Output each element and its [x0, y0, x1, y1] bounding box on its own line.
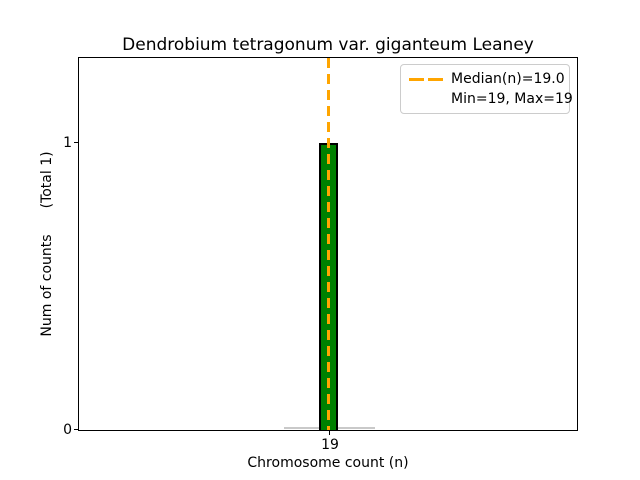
- legend-median-label: Median(n)=19.0: [451, 71, 565, 87]
- plot-area: Median(n)=19.0 Min=19, Max=19: [78, 57, 578, 431]
- xtick-label-19: 19: [321, 437, 339, 453]
- ytick-label-0: 0: [63, 422, 72, 438]
- ytick-label-1: 1: [63, 135, 72, 151]
- chart-title: Dendrobium tetragonum var. giganteum Lea…: [122, 35, 534, 55]
- legend-entry-minmax: Min=19, Max=19: [409, 89, 573, 109]
- legend-minmax-label: Min=19, Max=19: [451, 91, 573, 107]
- legend: Median(n)=19.0 Min=19, Max=19: [400, 64, 573, 114]
- median-line-dash-icon: [409, 77, 443, 81]
- y-axis-label-main: Num of counts: [39, 234, 55, 337]
- y-axis-label-total: (Total 1): [39, 151, 55, 209]
- y-axis-label: Num of counts (Total 1): [39, 113, 55, 375]
- ytick-mark-0: [74, 429, 78, 430]
- xtick-mark-19: [329, 431, 330, 435]
- y-axis-label-gap: [39, 208, 55, 234]
- legend-entry-median: Median(n)=19.0: [409, 69, 565, 89]
- x-axis-label: Chromosome count (n): [247, 455, 409, 471]
- median-dashed-line: [327, 58, 330, 430]
- ytick-mark-1: [74, 142, 78, 143]
